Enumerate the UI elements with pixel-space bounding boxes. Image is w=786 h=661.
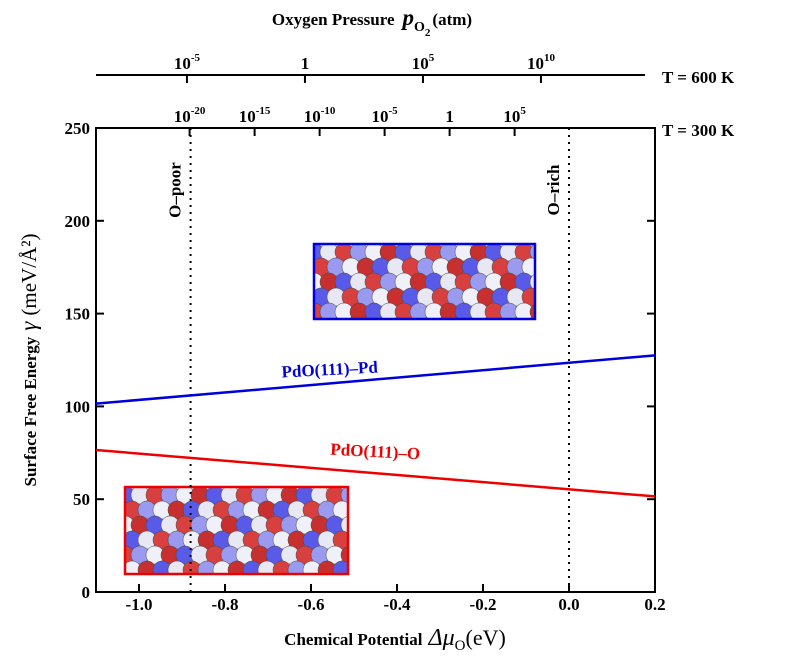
top-axis-title: Oxygen Pressure pO2(atm) [272,5,472,39]
tick-exponent: -20 [191,105,206,117]
y-axis-title: Surface Free Energy γ (meV/Å²) [16,233,41,486]
title-text: Surface Free Energy [21,336,40,486]
title-symbol: γ [16,321,41,331]
y-tick-label: 0 [82,583,91,602]
tick-base: 1 [445,107,454,126]
top-tick-label: 10-15 [239,105,271,126]
atom [316,317,326,319]
x-tick-label: -0.8 [212,595,239,614]
atom [347,507,348,513]
x-tick-label: -0.6 [298,595,325,614]
tick-exponent: -15 [256,105,271,117]
tick-base: 10 [412,54,429,73]
axis-temperature-label: T = 300 K [662,121,735,140]
atom [340,515,348,535]
title-subsubscript: 2 [425,27,431,39]
title-subscript: O [455,638,466,654]
series-line [95,448,656,498]
title-unit: (meV/Å²) [17,233,41,315]
top-tick-label: 1010 [527,52,556,73]
title-unit: (atm) [432,10,472,29]
atom [346,317,356,319]
title-symbol: p [401,5,415,30]
top-tick-label: 1 [445,107,454,126]
atom [421,317,431,319]
tick-base: 10 [503,107,520,126]
reference-label: O–poor [166,162,185,218]
tick-exponent: -10 [321,105,336,117]
series-label: PdO(111)–Pd [281,357,379,381]
top-tick-label: 10-5 [372,105,399,126]
y-tick-label: 250 [65,119,91,138]
inset [125,487,348,574]
tick-exponent: 5 [520,105,526,117]
atom [436,317,446,319]
atom [340,487,348,505]
atom [451,317,461,319]
tick-base: 10 [174,54,191,73]
title-text: Chemical Potential [284,630,423,649]
tick-base: 10 [239,107,256,126]
top-tick-label: 10-20 [174,105,206,126]
structure-insets [123,242,555,576]
atom [526,317,535,319]
atom [376,317,386,319]
atom [481,317,491,319]
y-tick-label: 50 [73,490,90,509]
title-subscript: O [414,20,425,35]
top-tick-label: 10-5 [174,52,201,73]
tick-base: 1 [301,54,310,73]
top-tick-label: 1 [301,54,310,73]
atom [347,567,348,573]
tick-exponent: 10 [544,52,556,64]
series-line [95,354,656,405]
top-tick-label: 10-10 [304,105,336,126]
atom [406,317,416,319]
atom [391,317,401,319]
inset [314,244,555,336]
y-tick-label: 200 [65,212,91,231]
atom [331,317,341,319]
y-tick-label: 150 [65,305,91,324]
tick-exponent: -5 [191,52,201,64]
inset-frame [312,242,537,321]
x-tick-label: 0.0 [558,595,579,614]
title-text: Oxygen Pressure [272,10,395,29]
tick-exponent: -5 [389,105,399,117]
atom [332,560,348,574]
atom [537,288,555,306]
atom [347,537,348,543]
x-tick-label: -0.2 [470,595,497,614]
reference-label: O–rich [544,164,563,216]
atom [537,318,555,336]
atom [511,317,521,319]
x-axis-title: Chemical Potential ΔμO(eV) [284,625,506,654]
tick-base: 10 [304,107,321,126]
axis-temperature-label: T = 600 K [662,68,735,87]
top-tick-label: 105 [412,52,435,73]
top-tick-label: 105 [503,105,526,126]
tick-exponent: 5 [429,52,435,64]
tick-base: 10 [174,107,191,126]
atom [340,545,348,565]
title-unit: (eV) [466,625,506,650]
tick-base: 10 [527,54,544,73]
tick-base: 10 [372,107,389,126]
x-tick-label: -1.0 [126,595,153,614]
atom [537,258,555,276]
x-tick-label: -0.4 [384,595,411,614]
x-tick-label: 0.2 [644,595,665,614]
atom [496,317,506,319]
inset-frame [123,485,350,576]
plot-frame [95,127,656,593]
y-tick-label: 100 [65,397,91,416]
atom [466,317,476,319]
title-symbol: Δμ [428,625,455,651]
series-label: PdO(111)–O [330,440,421,464]
atom [361,317,371,319]
